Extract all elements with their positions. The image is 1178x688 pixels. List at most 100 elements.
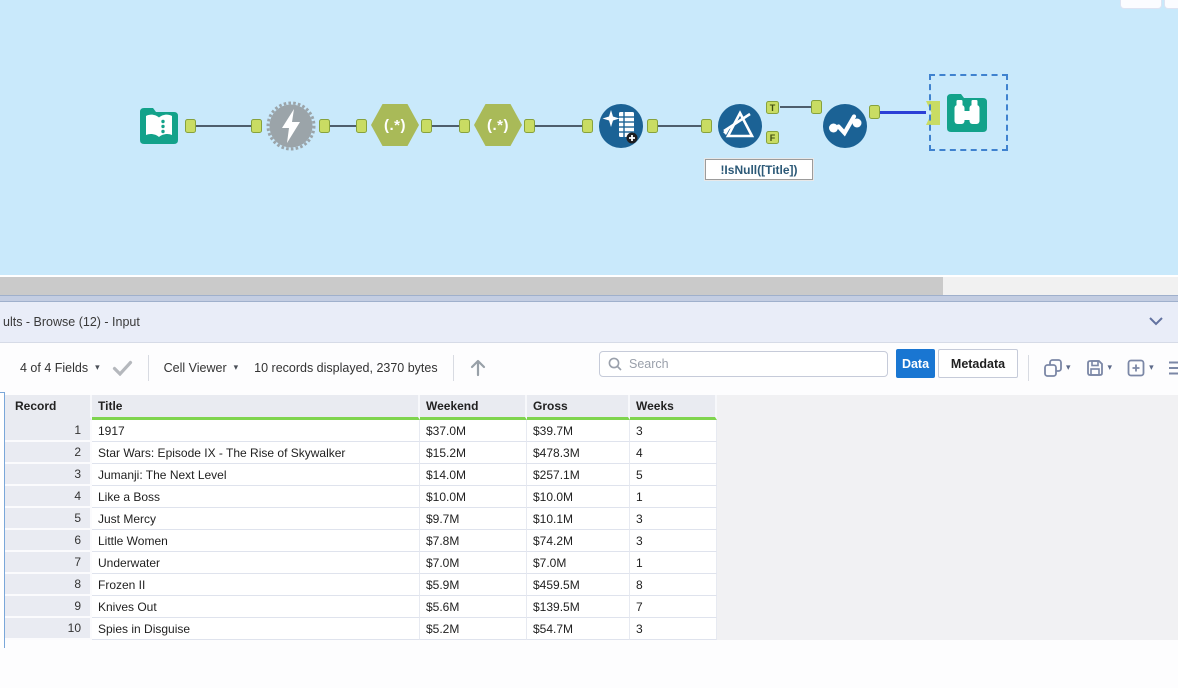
new-window-button[interactable]: ▾ <box>1126 358 1154 378</box>
connection[interactable] <box>432 125 459 127</box>
data-cleansing-tool[interactable] <box>597 102 645 155</box>
menu-button[interactable] <box>1168 360 1178 376</box>
column-header-record[interactable]: Record <box>5 395 92 420</box>
connection[interactable] <box>196 125 251 127</box>
data-cell[interactable]: Knives Out <box>92 596 420 618</box>
record-number-cell[interactable]: 10 <box>5 618 92 640</box>
record-number-cell[interactable]: 3 <box>5 464 92 486</box>
data-cell[interactable]: $139.5M <box>527 596 630 618</box>
filter-false-anchor[interactable]: F <box>766 131 779 144</box>
table-row[interactable]: 9 Knives Out $5.6M $139.5M 7 <box>5 596 717 618</box>
data-cell[interactable]: 3 <box>630 508 717 530</box>
browse-tool[interactable] <box>942 87 992 142</box>
data-cell[interactable]: Spies in Disguise <box>92 618 420 640</box>
horizontal-scrollbar[interactable] <box>0 275 1178 295</box>
data-cell[interactable]: 8 <box>630 574 717 596</box>
data-cell[interactable]: $9.7M <box>420 508 527 530</box>
chevron-down-icon[interactable]: ▾ <box>233 362 239 372</box>
data-cell[interactable]: $7.8M <box>420 530 527 552</box>
connection-selected[interactable] <box>880 111 926 114</box>
chevron-down-icon[interactable] <box>1148 316 1164 327</box>
data-cell[interactable]: $5.9M <box>420 574 527 596</box>
output-anchor[interactable] <box>647 119 658 133</box>
data-cell[interactable]: $257.1M <box>527 464 630 486</box>
data-tab-button[interactable]: Data <box>896 349 935 378</box>
output-anchor[interactable] <box>319 119 330 133</box>
regex-tool-1[interactable]: (.*) <box>371 104 419 146</box>
record-number-cell[interactable]: 1 <box>5 420 92 442</box>
workflow-canvas[interactable]: T F (.*) (.*) <box>0 0 1178 275</box>
data-cell[interactable]: $15.2M <box>420 442 527 464</box>
data-cell[interactable]: Like a Boss <box>92 486 420 508</box>
connection[interactable] <box>780 106 811 108</box>
cell-viewer-selector[interactable]: Cell Viewer <box>163 360 227 375</box>
output-anchor[interactable] <box>185 119 196 133</box>
record-number-cell[interactable]: 4 <box>5 486 92 508</box>
search-input[interactable] <box>629 357 879 371</box>
search-box[interactable] <box>599 351 888 377</box>
canvas-corner-tab[interactable] <box>1120 0 1162 9</box>
data-cell[interactable]: $10.1M <box>527 508 630 530</box>
data-cell[interactable]: Underwater <box>92 552 420 574</box>
data-cell[interactable]: 3 <box>630 618 717 640</box>
table-row[interactable]: 8 Frozen II $5.9M $459.5M 8 <box>5 574 717 596</box>
regex-tool-2[interactable]: (.*) <box>474 104 522 146</box>
panel-divider[interactable] <box>0 295 1178 302</box>
column-header-gross[interactable]: Gross <box>527 395 630 420</box>
data-cell[interactable]: 1917 <box>92 420 420 442</box>
output-anchor[interactable] <box>524 119 535 133</box>
table-row[interactable]: 4 Like a Boss $10.0M $10.0M 1 <box>5 486 717 508</box>
record-number-cell[interactable]: 9 <box>5 596 92 618</box>
table-row[interactable]: 2 Star Wars: Episode IX - The Rise of Sky… <box>5 442 717 464</box>
record-number-cell[interactable]: 8 <box>5 574 92 596</box>
data-cell[interactable]: Just Mercy <box>92 508 420 530</box>
apply-check-icon[interactable] <box>112 360 133 376</box>
unique-tool[interactable] <box>821 102 869 155</box>
input-anchor[interactable] <box>811 100 822 114</box>
table-row[interactable]: 6 Little Women $7.8M $74.2M 3 <box>5 530 717 552</box>
input-anchor[interactable] <box>582 119 593 133</box>
filter-annotation[interactable]: !IsNull([Title]) <box>704 158 814 181</box>
column-header-weeks[interactable]: Weeks <box>630 395 717 420</box>
table-row[interactable]: 10 Spies in Disguise $5.2M $54.7M 3 <box>5 618 717 640</box>
input-anchor[interactable] <box>459 119 470 133</box>
filter-true-anchor[interactable]: T <box>766 101 779 114</box>
record-number-cell[interactable]: 5 <box>5 508 92 530</box>
table-row[interactable]: 1 1917 $37.0M $39.7M 3 <box>5 420 717 442</box>
table-row[interactable]: 7 Underwater $7.0M $7.0M 1 <box>5 552 717 574</box>
data-cell[interactable]: Little Women <box>92 530 420 552</box>
data-cell[interactable]: $14.0M <box>420 464 527 486</box>
column-header-title[interactable]: Title <box>92 395 420 420</box>
input-anchor[interactable] <box>701 119 712 133</box>
data-cell[interactable]: 4 <box>630 442 717 464</box>
input-anchor[interactable] <box>356 119 367 133</box>
data-cell[interactable]: $7.0M <box>420 552 527 574</box>
data-cell[interactable]: 5 <box>630 464 717 486</box>
scrollbar-thumb[interactable] <box>0 277 943 295</box>
record-number-cell[interactable]: 7 <box>5 552 92 574</box>
data-cell[interactable]: $10.0M <box>527 486 630 508</box>
data-cell[interactable]: $5.6M <box>420 596 527 618</box>
macro-tool[interactable] <box>266 101 316 156</box>
output-anchor[interactable] <box>421 119 432 133</box>
data-cell[interactable]: 3 <box>630 530 717 552</box>
chevron-down-icon[interactable]: ▾ <box>95 362 100 372</box>
data-cell[interactable]: $478.3M <box>527 442 630 464</box>
output-anchor[interactable] <box>869 105 880 119</box>
data-cell[interactable]: 1 <box>630 486 717 508</box>
column-header-weekend[interactable]: Weekend <box>420 395 527 420</box>
canvas-corner-tab[interactable] <box>1164 0 1178 9</box>
filter-tool[interactable] <box>716 102 764 155</box>
data-cell[interactable]: 1 <box>630 552 717 574</box>
table-row[interactable]: 5 Just Mercy $9.7M $10.1M 3 <box>5 508 717 530</box>
data-cell[interactable]: Frozen II <box>92 574 420 596</box>
data-cell[interactable]: $74.2M <box>527 530 630 552</box>
data-cell[interactable]: $10.0M <box>420 486 527 508</box>
copy-button[interactable]: ▾ <box>1043 358 1071 378</box>
data-cell[interactable]: $7.0M <box>527 552 630 574</box>
data-cell[interactable]: Star Wars: Episode IX - The Rise of Skyw… <box>92 442 420 464</box>
data-cell[interactable]: $54.7M <box>527 618 630 640</box>
input-data-tool[interactable] <box>136 102 182 153</box>
input-anchor[interactable] <box>251 119 262 133</box>
connection[interactable] <box>658 125 701 127</box>
